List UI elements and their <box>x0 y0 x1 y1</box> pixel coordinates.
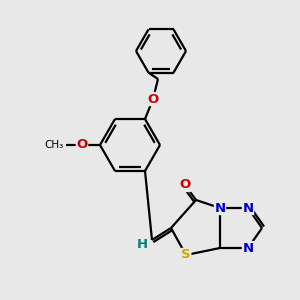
Text: N: N <box>214 202 226 214</box>
Text: H: H <box>136 238 148 251</box>
Text: CH₃: CH₃ <box>45 140 64 150</box>
Text: O: O <box>147 92 159 106</box>
Text: S: S <box>181 248 191 262</box>
Text: N: N <box>242 202 253 214</box>
Text: O: O <box>76 139 88 152</box>
Text: N: N <box>242 242 253 254</box>
Text: O: O <box>179 178 191 191</box>
